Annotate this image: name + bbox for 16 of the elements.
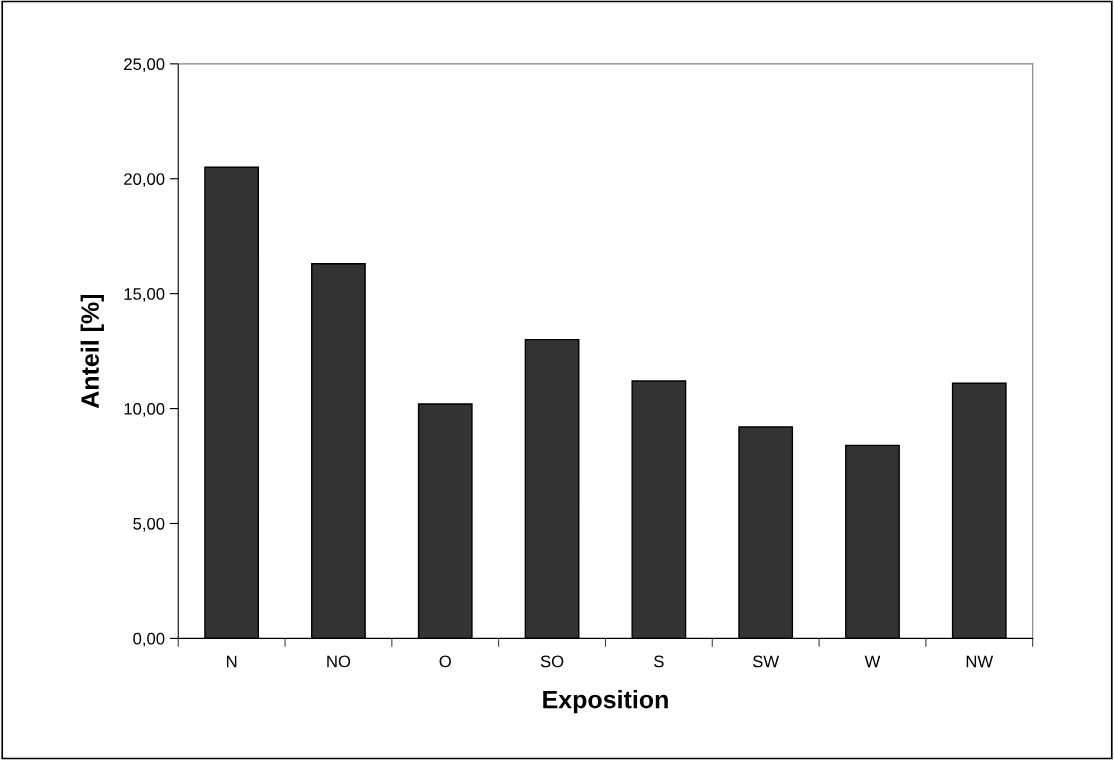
x-tick-label: S [654,655,664,668]
y-tick-label: 10,00 [124,402,165,417]
y-tick-label: 0,00 [133,632,165,647]
y-tick-label: 25,00 [124,58,165,73]
y-axis-title: Anteil [%] [80,294,104,409]
x-axis-title: Exposition [543,690,668,714]
y-tick-label: 15,00 [124,288,165,302]
x-tick-label: NW [966,655,994,668]
x-tick-label: SO [540,655,564,668]
x-tick-label: N [226,655,237,668]
x-tick-label: O [439,655,451,668]
x-tick-label: W [864,655,881,668]
y-tick-label: 20,00 [124,173,165,187]
x-tick-label: SW [753,655,780,668]
y-tick-label: 5,00 [133,517,165,532]
x-tick-label: NO [327,655,351,668]
